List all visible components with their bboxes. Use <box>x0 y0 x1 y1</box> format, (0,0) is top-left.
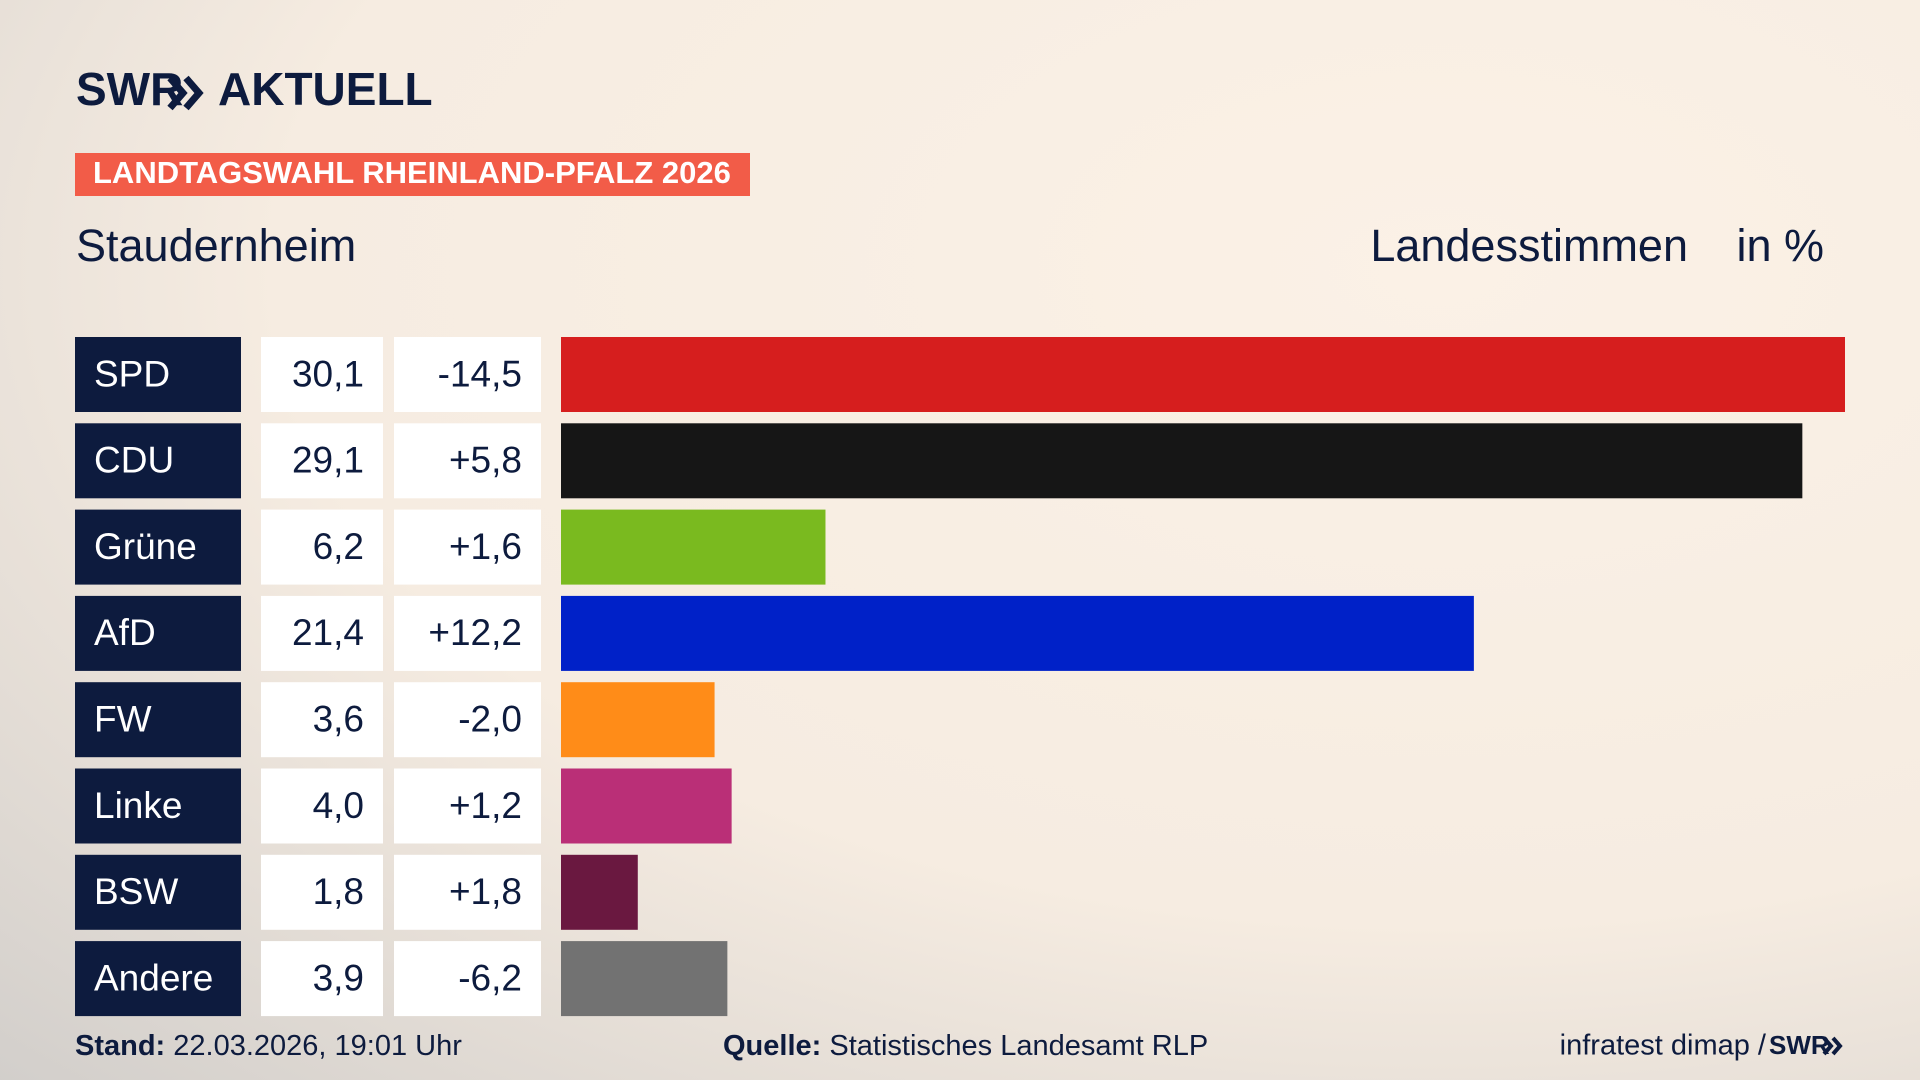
party-label: SPD <box>94 353 170 394</box>
change-label: +12,2 <box>428 612 522 653</box>
bar <box>561 423 1803 499</box>
bar <box>561 682 715 758</box>
value-label: 3,9 <box>313 957 364 998</box>
stand-label: Stand: <box>75 1030 165 1062</box>
logo-suffix: AKTUELL <box>218 63 433 115</box>
footer-stand: Stand: 22.03.2026, 19:01 Uhr <box>75 1030 462 1062</box>
stand: 22.03.2026, 19:01 Uhr <box>173 1030 462 1062</box>
value-label: 29,1 <box>292 440 364 481</box>
bar <box>561 854 638 930</box>
source: Statistisches Landesamt RLP <box>829 1030 1208 1062</box>
logo: SWR <box>76 63 183 115</box>
value-label: 3,6 <box>313 698 364 739</box>
credit-logo: SWR <box>1769 1030 1830 1060</box>
change-label: -14,5 <box>438 353 522 394</box>
value-cell <box>261 595 383 671</box>
value-cell <box>261 768 383 844</box>
change-cell <box>394 854 541 930</box>
source-label: Quelle: <box>723 1030 821 1062</box>
banner-bg <box>75 153 750 196</box>
bar <box>561 768 732 844</box>
party-label: Linke <box>94 785 182 826</box>
party-box <box>75 509 241 585</box>
change-label: -2,0 <box>458 698 522 739</box>
bar <box>561 509 826 585</box>
change-cell <box>394 423 541 499</box>
party-box <box>75 768 241 844</box>
value-cell <box>261 509 383 585</box>
party-box <box>75 423 241 499</box>
unit-header: in % <box>1736 220 1824 271</box>
party-box <box>75 941 241 1017</box>
banner: LANDTAGSWAHL RHEINLAND-PFALZ 2026 <box>93 155 731 190</box>
chart-title: Staudernheim <box>76 220 356 271</box>
value-cell <box>261 423 383 499</box>
footer-source: Quelle: Statistisches Landesamt RLP <box>723 1030 1208 1062</box>
party-label: Grüne <box>94 526 197 567</box>
value-cell <box>261 682 383 758</box>
change-label: +1,6 <box>449 526 522 567</box>
value-header: Landesstimmen <box>1370 220 1688 271</box>
value-label: 1,8 <box>313 871 364 912</box>
credit: infratest dimap / <box>1560 1030 1767 1062</box>
party-label: FW <box>94 698 152 739</box>
change-cell <box>394 509 541 585</box>
value-label: 6,2 <box>313 526 364 567</box>
bar <box>561 941 728 1017</box>
change-cell <box>394 337 541 412</box>
party-label: BSW <box>94 871 178 912</box>
party-label: Andere <box>94 957 213 998</box>
value-label: 21,4 <box>292 612 364 653</box>
party-box <box>75 854 241 930</box>
change-label: +1,2 <box>449 785 522 826</box>
change-cell <box>394 768 541 844</box>
bar <box>561 595 1474 671</box>
party-label: AfD <box>94 612 156 653</box>
change-cell <box>394 941 541 1017</box>
value-cell <box>261 941 383 1017</box>
value-label: 30,1 <box>292 353 364 394</box>
value-cell <box>261 854 383 930</box>
credit-chevrons <box>1822 1036 1843 1056</box>
party-label: CDU <box>94 440 174 481</box>
bar <box>561 337 1845 412</box>
logo-chevrons <box>167 75 204 111</box>
change-cell <box>394 682 541 758</box>
change-label: +1,8 <box>449 871 522 912</box>
party-box <box>75 595 241 671</box>
value-label: 4,0 <box>313 785 364 826</box>
change-cell <box>394 595 541 671</box>
party-box <box>75 682 241 758</box>
party-box <box>75 337 241 412</box>
value-cell <box>261 337 383 412</box>
change-label: +5,8 <box>449 440 522 481</box>
change-label: -6,2 <box>458 957 522 998</box>
